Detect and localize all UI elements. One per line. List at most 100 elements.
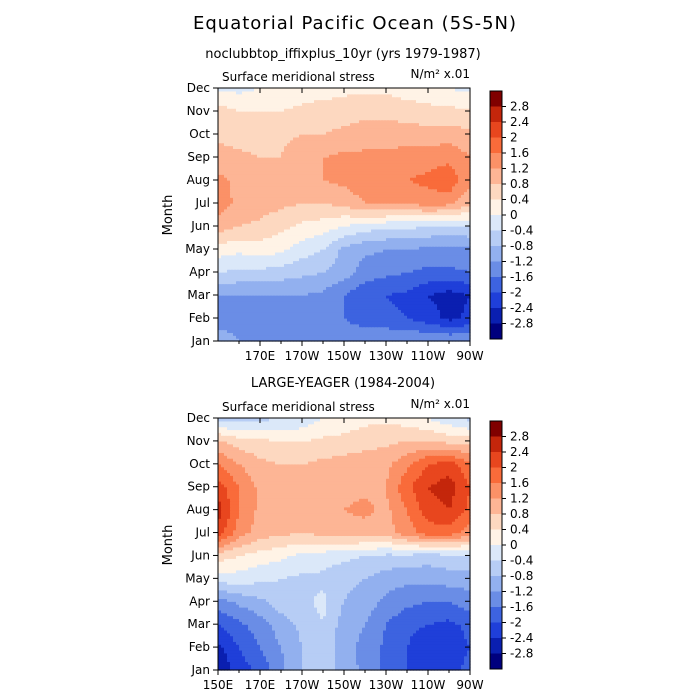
heatmap-cell [365,226,369,230]
heatmap-cell [356,223,360,227]
heatmap-cell [278,277,282,282]
heatmap-cell [284,226,288,230]
heatmap-cell [323,214,327,218]
heatmap-cell [263,263,267,267]
heatmap-cell [410,323,414,328]
heatmap-cell [404,295,408,299]
heatmap-cell [392,309,396,313]
heatmap-cell [344,297,348,302]
heatmap-cell [257,303,261,308]
heatmap-cell [245,306,249,310]
heatmap-cell [407,274,411,279]
heatmap-cell [413,211,417,216]
heatmap-cell [368,274,372,279]
heatmap-cell [464,246,468,250]
heatmap-cell [422,228,426,233]
heatmap-cell [467,315,471,319]
heatmap-cell [311,338,315,342]
heatmap-cell [329,217,333,221]
heatmap-cell [437,266,441,270]
heatmap-cell [296,306,300,310]
heatmap-cell [260,237,264,241]
heatmap-cell [446,338,450,342]
heatmap-cell [227,220,231,224]
heatmap-cell [368,243,372,247]
heatmap-cell [464,263,468,267]
heatmap-cell [269,274,273,279]
heatmap-cell [359,231,363,236]
heatmap-cell [410,257,414,262]
heatmap-cell [281,208,285,213]
heatmap-cell [428,326,432,331]
heatmap-cell [467,234,471,239]
heatmap-cell [293,263,297,267]
heatmap-cell [338,237,342,241]
heatmap-cell [263,269,267,273]
heatmap-cell [404,220,408,224]
heatmap-cell [413,326,417,331]
heatmap-cell [464,257,468,262]
heatmap-cell [239,300,243,305]
heatmap-cell [299,228,303,233]
heatmap-cell [449,266,453,270]
heatmap-cell [455,274,459,279]
heatmap-cell [326,277,330,282]
heatmap-cell [251,211,255,216]
heatmap-cell [239,217,243,221]
heatmap-cell [314,246,318,250]
heatmap-cell [395,300,399,305]
heatmap-cell [413,318,417,322]
heatmap-cell [401,228,405,233]
heatmap-cell [245,335,249,339]
heatmap-cell [248,272,252,276]
heatmap-cell [236,326,240,331]
heatmap-cell [275,315,279,319]
heatmap-cell [410,283,414,287]
heatmap-cell [449,338,453,342]
heatmap-cell [233,223,237,227]
heatmap-cell [461,300,465,305]
heatmap-cell [374,335,378,339]
heatmap-cell [317,329,321,333]
heatmap-cell [338,272,342,276]
heatmap-cell [386,320,390,325]
heatmap-cell [251,272,255,276]
heatmap-cell [410,249,414,253]
heatmap-cell [224,312,228,316]
heatmap-cell [305,220,309,224]
heatmap-cell [242,260,246,264]
heatmap-cell [431,295,435,299]
heatmap-cell [245,266,249,270]
heatmap-cell [239,263,243,267]
heatmap-cell [404,234,408,239]
heatmap-cell [332,226,336,230]
heatmap-cell [344,234,348,239]
heatmap-cell [227,329,231,333]
heatmap-cell [440,269,444,273]
heatmap-cell [236,220,240,224]
heatmap-cell [338,318,342,322]
heatmap-cell [398,292,402,296]
heatmap-cell [464,320,468,325]
heatmap-cell [422,297,426,302]
heatmap-cell [338,257,342,262]
heatmap-cell [260,266,264,270]
heatmap-cell [341,226,345,230]
heatmap-cell [272,223,276,227]
heatmap-cell [311,292,315,296]
heatmap-cell [308,228,312,233]
heatmap-cell [314,315,318,319]
heatmap-cell [452,211,456,216]
heatmap-cell [218,257,222,262]
heatmap-cell [281,269,285,273]
heatmap-cell [326,246,330,250]
heatmap-cell [233,309,237,313]
heatmap-cell [461,260,465,264]
heatmap-cell [440,335,444,339]
heatmap-cell [374,234,378,239]
heatmap-cell [290,318,294,322]
heatmap-cell [392,292,396,296]
heatmap-cell [344,214,348,218]
heatmap-cell [386,243,390,247]
heatmap-cell [368,237,372,241]
